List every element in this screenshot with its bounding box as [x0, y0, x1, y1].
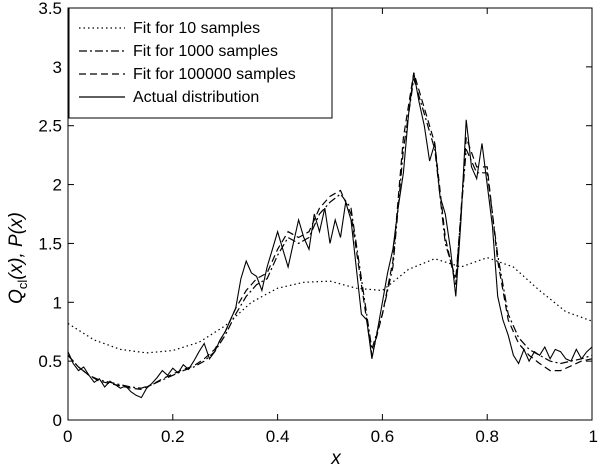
y-axis-label: Qcl(x), P(x): [6, 212, 30, 304]
y-tick-label: 3.5: [38, 0, 62, 18]
legend-box: [68, 7, 333, 119]
y-axis: 0 0.5 1 1.5 2 2.5 3 3.5: [38, 0, 592, 430]
y-axis-label-rest: (x), P(x): [6, 212, 27, 280]
series-line-fit-for-1000-samples: [67, 78, 593, 389]
series-line-fit-for-10-samples: [67, 256, 593, 354]
legend-label-100000-samples: Fit for 100000 samples: [133, 66, 296, 83]
x-tick-label: 0: [63, 427, 72, 446]
y-axis-label-main: Q: [6, 289, 27, 304]
y-tick-label: 2.5: [38, 117, 62, 136]
x-tick-label: 0.4: [266, 427, 290, 446]
y-tick-label: 1: [53, 293, 62, 312]
legend-label-actual-distribution: Actual distribution: [133, 89, 259, 106]
legend-label-10-samples: Fit for 10 samples: [133, 20, 260, 37]
x-axis: 0 0.2 0.4 0.6 0.8 1: [63, 8, 598, 446]
y-tick-label: 2: [53, 176, 62, 195]
x-axis-label: x: [330, 448, 342, 469]
x-tick-label: 0.8: [475, 427, 499, 446]
series-line-actual-distribution: [67, 72, 593, 399]
x-tick-label: 1: [589, 427, 598, 446]
plot-lines: [67, 72, 593, 399]
y-tick-label: 0.5: [38, 352, 62, 371]
y-tick-label: 0: [53, 411, 62, 430]
y-axis-label-sub: cl: [15, 280, 30, 290]
y-tick-label: 3: [53, 58, 62, 77]
series-line-fit-for-100000-samples: [67, 72, 593, 391]
legend: Fit for 10 samples Fit for 1000 samples …: [68, 7, 333, 119]
x-tick-label: 0.6: [371, 427, 395, 446]
y-tick-label: 1.5: [38, 234, 62, 253]
x-tick-label: 0.2: [161, 427, 185, 446]
legend-label-1000-samples: Fit for 1000 samples: [133, 43, 278, 60]
